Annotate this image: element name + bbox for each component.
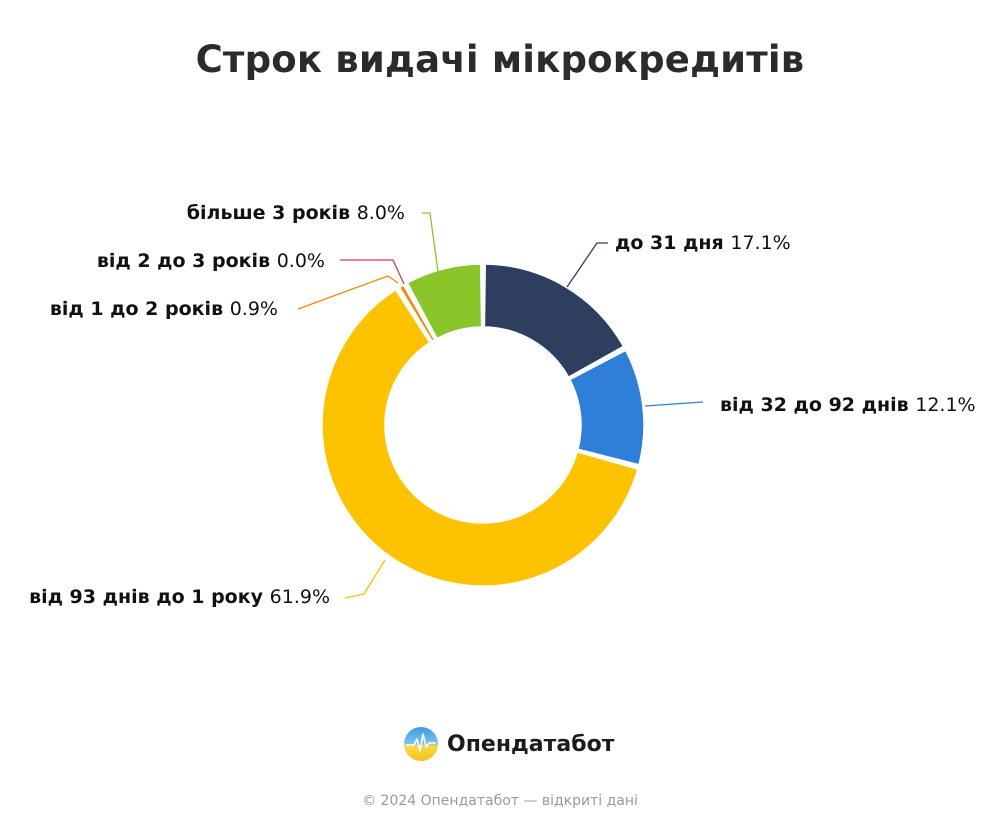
slice-labels: до 31 дня 17.1% від 32 до 92 днів 12.1% ві… <box>29 202 976 608</box>
donut-slice <box>406 263 483 340</box>
slice-label: від 93 днів до 1 року 61.9% <box>29 586 330 608</box>
slice-label: від 2 до 3 років 0.0% <box>97 250 325 272</box>
brand: Опендатабот <box>403 726 614 762</box>
slice-label: від 32 до 92 днів 12.1% <box>720 394 976 416</box>
donut-slice <box>321 288 639 587</box>
donut-slice <box>483 263 625 378</box>
leader-line <box>344 559 386 599</box>
slice-label: від 1 до 2 років 0.9% <box>50 298 278 320</box>
leader-line <box>422 212 439 273</box>
leader-line <box>340 259 405 285</box>
donut-slices <box>321 263 645 587</box>
leader-line <box>644 401 704 407</box>
slice-label: більше 3 років 8.0% <box>187 202 405 224</box>
leader-lines <box>297 212 704 599</box>
chart-title: Строк видачі мікрокредитів <box>195 38 805 81</box>
leader-line <box>297 275 399 310</box>
leader-line <box>566 242 608 288</box>
opendatabot-logo-icon <box>404 727 438 761</box>
donut-slice <box>569 349 645 466</box>
slice-label: до 31 дня 17.1% <box>615 232 791 254</box>
brand-name: Опендатабот <box>447 731 615 757</box>
donut-slice <box>398 284 436 342</box>
footer-copyright: © 2024 Опендатабот — відкриті дані <box>362 793 638 809</box>
